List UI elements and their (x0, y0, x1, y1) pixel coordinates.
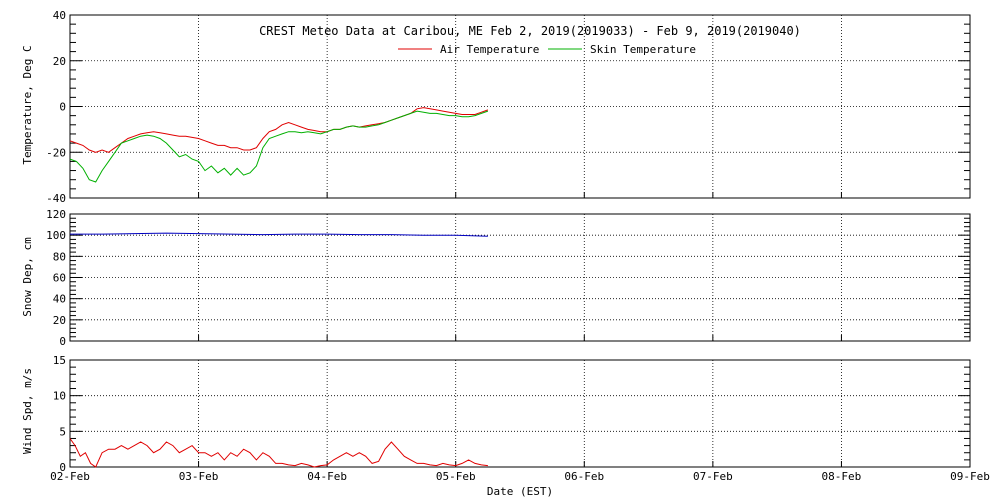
y-tick-label: 5 (59, 425, 66, 438)
wind-series-0-line (69, 438, 488, 468)
snow-panel: 0 20 40 60 80 100 120 (46, 208, 971, 348)
x-tick-label: 08-Feb (822, 470, 862, 483)
temperature-panel: -40 -20 0 20 40 (46, 9, 971, 205)
wind-panel: 0 5 10 15 02-Feb 03-Feb 04-Feb 05-Feb 06-Feb 07-F… (50, 354, 990, 483)
x-tick-label: 03-Feb (179, 470, 219, 483)
temperature-axis-title: Temperature, Deg C (21, 45, 34, 164)
x-tick-label: 02-Feb (50, 470, 90, 483)
y-tick-label: 20 (53, 55, 66, 68)
snow-axis-title: Snow Dep, cm (21, 237, 34, 317)
y-tick-label: 40 (53, 9, 66, 22)
x-tick-label: 09-Feb (950, 470, 990, 483)
legend-air-label: Air Temperature (440, 43, 539, 56)
y-tick-label: 100 (46, 229, 66, 242)
y-tick-label: 80 (53, 250, 66, 263)
snow-plot-frame (69, 213, 971, 342)
legend-skin-label: Skin Temperature (590, 43, 696, 56)
y-tick-label: -20 (46, 146, 66, 159)
wind-plot-frame (69, 359, 971, 468)
temperature-series-0-line (69, 107, 489, 153)
y-tick-label: 60 (53, 272, 66, 285)
x-tick-label: 07-Feb (693, 470, 733, 483)
y-tick-label: 120 (46, 208, 66, 221)
y-tick-label: 0 (59, 461, 66, 474)
chart-title: CREST Meteo Data at Caribou, ME Feb 2, 2… (259, 24, 801, 38)
x-tick-label: 04-Feb (307, 470, 347, 483)
temperature-plot-frame (69, 14, 971, 199)
x-tick-label: 06-Feb (564, 470, 604, 483)
x-axis-title: Date (EST) (487, 485, 553, 498)
y-tick-label: 20 (53, 314, 66, 327)
y-tick-label: 0 (59, 101, 66, 114)
snow-series-0-line (70, 232, 488, 237)
y-tick-label: 15 (53, 354, 66, 367)
y-tick-label: 40 (53, 293, 66, 306)
chart-panels: -40 -20 0 20 40 0 20 40 60 80 100 120 0 5 10 15 02-Feb 03… (46, 9, 990, 483)
temperature-series-1-line (69, 110, 489, 183)
wind-axis-title: Wind Spd, m/s (21, 368, 34, 454)
x-tick-label: 05-Feb (436, 470, 476, 483)
y-tick-label: 10 (53, 390, 66, 403)
y-tick-label: 0 (59, 335, 66, 348)
y-tick-label: -40 (46, 192, 66, 205)
